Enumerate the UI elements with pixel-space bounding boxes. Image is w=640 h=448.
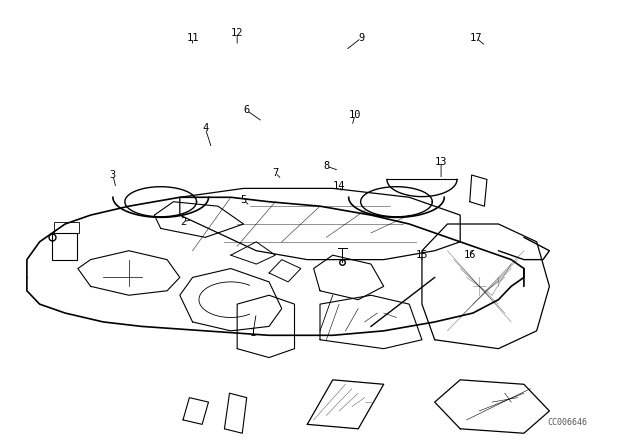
Text: 13: 13 — [435, 157, 447, 167]
Text: 4: 4 — [202, 123, 209, 133]
Text: 7: 7 — [272, 168, 278, 178]
Text: 10: 10 — [349, 110, 362, 120]
Text: 11: 11 — [186, 33, 199, 43]
Text: 14: 14 — [333, 181, 346, 191]
Text: 8: 8 — [323, 161, 330, 171]
Text: 17: 17 — [470, 33, 483, 43]
Text: 15: 15 — [416, 250, 428, 260]
Text: 12: 12 — [231, 28, 243, 39]
Text: 5: 5 — [241, 194, 246, 205]
Text: 3: 3 — [110, 170, 116, 180]
Text: 6: 6 — [244, 105, 250, 116]
Text: CC006646: CC006646 — [548, 418, 588, 426]
Text: 2: 2 — [180, 217, 186, 227]
Text: 16: 16 — [463, 250, 476, 260]
Text: 1: 1 — [250, 328, 256, 338]
Text: 9: 9 — [358, 33, 365, 43]
